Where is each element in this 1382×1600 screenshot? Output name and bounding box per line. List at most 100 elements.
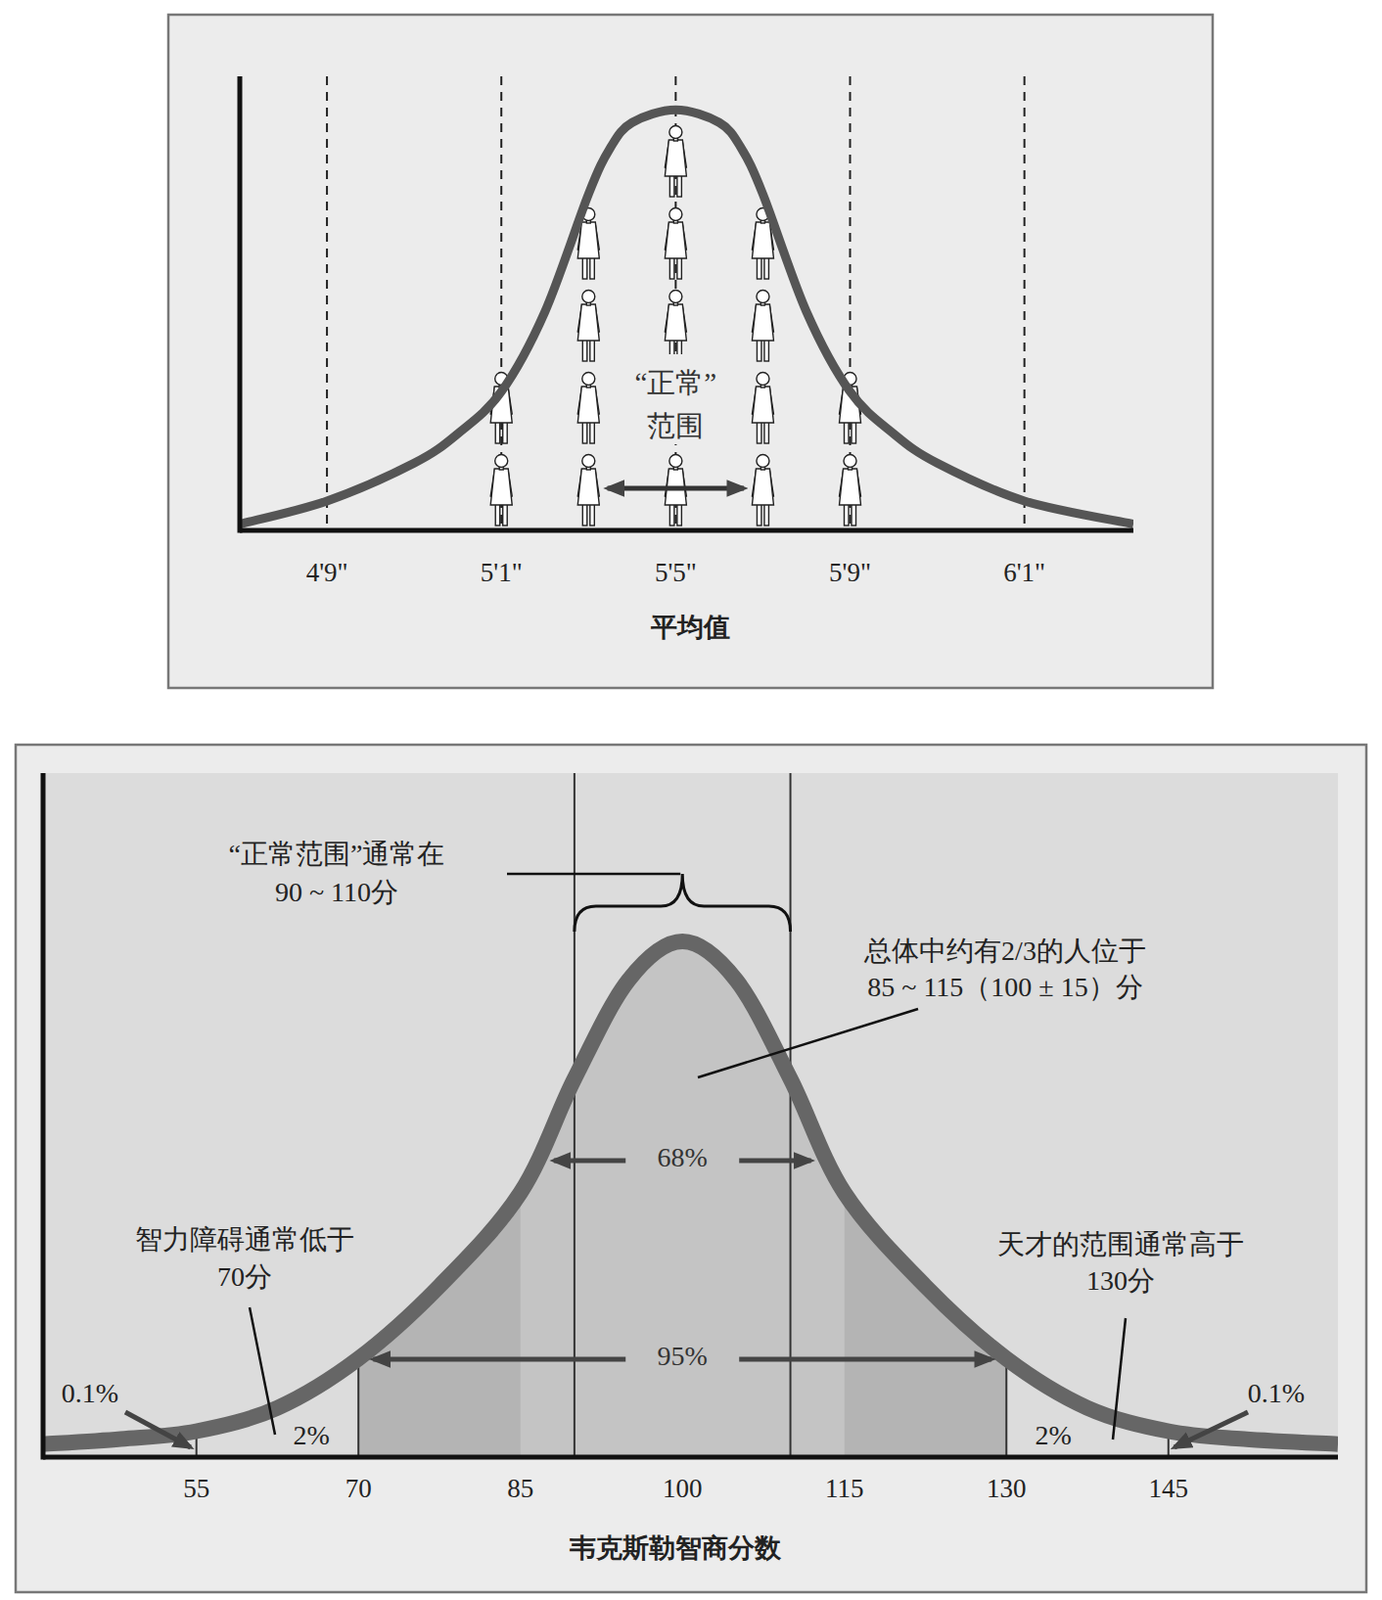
leader-line (1112, 1318, 1126, 1440)
band-arrow (553, 1158, 626, 1164)
band-label: 68% (657, 1142, 708, 1173)
plot-area (43, 773, 1338, 1458)
x-tick-label: 55 (183, 1474, 210, 1504)
person-dress (664, 222, 687, 259)
tail-label: 2% (1035, 1420, 1072, 1451)
annotation-text: 85 ~ 115（100 ± 15）分 (867, 971, 1143, 1003)
extreme-tail-label: 0.1% (1247, 1378, 1305, 1409)
person-head (582, 290, 596, 304)
band-arrow (372, 1357, 626, 1363)
x-axis-label: 韦克斯勒智商分数 (568, 1532, 783, 1564)
person-dress (664, 139, 687, 177)
person-dress (577, 304, 599, 341)
band-label: 95% (657, 1340, 708, 1372)
chart-panel: 4'9" 5'1" 5'5" 5'9" 6'1" 平均值 “正常” 范围 (168, 14, 1213, 689)
range-brace (574, 874, 791, 932)
plot-area (239, 76, 1134, 531)
x-axis-label: 平均值 (649, 611, 731, 643)
annotation-text: 天才的范围通常高于 (997, 1229, 1244, 1260)
band-area (520, 773, 845, 1458)
x-axis-line (239, 528, 1134, 534)
under-curve (196, 773, 1169, 1458)
x-tick-label: 5'1" (480, 557, 523, 588)
x-tick-label: 100 (662, 1474, 703, 1504)
extreme-tail-arrow (1174, 1412, 1248, 1448)
person-icon (751, 372, 774, 445)
extreme-tail-arrow (125, 1412, 191, 1448)
x-axis-line (43, 1455, 1338, 1461)
person-head (756, 455, 770, 468)
person-dress (577, 386, 599, 423)
x-tick-label: 145 (1149, 1474, 1190, 1504)
tail-boundary (1167, 773, 1170, 1458)
x-tick-label: 5'5" (654, 557, 697, 588)
person-icon (577, 290, 599, 363)
person-head (582, 455, 596, 468)
person-head (669, 208, 683, 222)
person-head (669, 126, 683, 139)
person-dress (751, 468, 774, 506)
annotation-text: 90 ~ 110分 (275, 876, 399, 908)
annotation-text: “正常” (634, 367, 717, 399)
band-area (358, 773, 1007, 1458)
grid-line (1023, 76, 1026, 531)
annotation-text: 130分 (1086, 1265, 1155, 1296)
person-icon (664, 290, 687, 363)
tail-label: 2% (293, 1420, 330, 1451)
person-head (495, 455, 508, 468)
annotation-text: 总体中约有2/3的人位于 (863, 935, 1147, 967)
tail-boundary (195, 773, 198, 1458)
leader-line (506, 873, 681, 876)
normal-range-line (573, 773, 576, 1458)
person-head (669, 455, 683, 468)
person-icon (751, 455, 774, 527)
x-tick-label: 85 (506, 1474, 534, 1504)
person-icon (664, 208, 687, 280)
person-icon (839, 455, 862, 527)
band-arrow (738, 1158, 811, 1164)
x-tick-label: 4'9" (306, 557, 349, 588)
person-dress (751, 222, 774, 259)
chart-panel: 55 70 85 100 115 130 145 韦克斯勒智商分数 68% 95% 2% 2% 0.1%… (15, 744, 1367, 1593)
person-icon (664, 126, 687, 198)
person-dress (577, 222, 599, 259)
x-tick-label: 70 (345, 1474, 372, 1504)
plot-background (43, 773, 1338, 1458)
person-icon (577, 372, 599, 445)
person-icon (490, 455, 512, 527)
annotation-text: 范围 (646, 410, 704, 442)
person-dress (490, 468, 512, 506)
normal-range-line (789, 773, 792, 1458)
annotation-text: 智力障碍通常低于 (135, 1224, 355, 1255)
range-arrow (607, 486, 744, 492)
x-tick-label: 6'1" (1003, 557, 1046, 588)
extreme-tail-label: 0.1% (61, 1378, 119, 1409)
y-axis-line (237, 76, 243, 534)
leader-line (249, 1307, 276, 1435)
leader-line (697, 1009, 919, 1078)
figure: 4'9" 5'1" 5'5" 5'9" 6'1" 平均值 “正常” 范围 55 70 85 100 11… (0, 0, 1382, 1600)
distribution-curve (239, 109, 1134, 524)
panel-frame (168, 14, 1213, 689)
person-head (756, 372, 770, 386)
person-dress (664, 304, 687, 341)
x-tick-label: 130 (986, 1474, 1027, 1504)
distribution-curve (43, 941, 1338, 1445)
person-icon (751, 290, 774, 363)
person-icon (577, 455, 599, 527)
person-dress (751, 386, 774, 423)
x-tick-label: 115 (825, 1474, 865, 1504)
panel-frame (15, 744, 1367, 1593)
person-head (756, 290, 770, 304)
grid-line (325, 76, 328, 531)
person-head (582, 372, 596, 386)
band-arrow (738, 1357, 992, 1363)
annotation-text: 70分 (217, 1261, 273, 1292)
x-tick-label: 5'9" (829, 557, 872, 588)
person-head (669, 290, 683, 304)
person-dress (839, 468, 862, 506)
person-dress (577, 468, 599, 506)
y-axis-line (41, 773, 47, 1461)
person-dress (751, 304, 774, 341)
label-background (630, 354, 721, 445)
